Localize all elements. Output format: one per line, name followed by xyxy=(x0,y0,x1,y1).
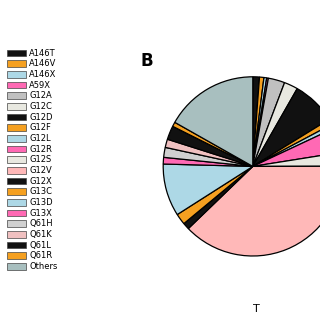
Wedge shape xyxy=(253,77,267,166)
Wedge shape xyxy=(177,166,253,224)
Wedge shape xyxy=(164,148,253,166)
Wedge shape xyxy=(165,139,253,166)
Wedge shape xyxy=(253,124,320,166)
Wedge shape xyxy=(253,128,320,166)
Text: T: T xyxy=(252,304,260,314)
Wedge shape xyxy=(184,166,253,228)
Legend: A146T, A146V, A146X, A59X, G12A, G12C, G12D, G12F, G12L, G12R, G12S, G12V, G12X,: A146T, A146V, A146X, A59X, G12A, G12C, G… xyxy=(7,49,57,271)
Wedge shape xyxy=(253,77,260,166)
Wedge shape xyxy=(253,89,320,166)
Wedge shape xyxy=(253,78,284,166)
Wedge shape xyxy=(253,78,268,166)
Wedge shape xyxy=(173,122,253,166)
Wedge shape xyxy=(188,166,320,256)
Wedge shape xyxy=(253,83,297,166)
Wedge shape xyxy=(253,152,320,166)
Wedge shape xyxy=(253,77,264,166)
Wedge shape xyxy=(253,119,320,166)
Wedge shape xyxy=(163,157,253,166)
Wedge shape xyxy=(175,77,253,166)
Text: B: B xyxy=(141,52,153,70)
Wedge shape xyxy=(167,126,253,166)
Wedge shape xyxy=(163,164,253,214)
